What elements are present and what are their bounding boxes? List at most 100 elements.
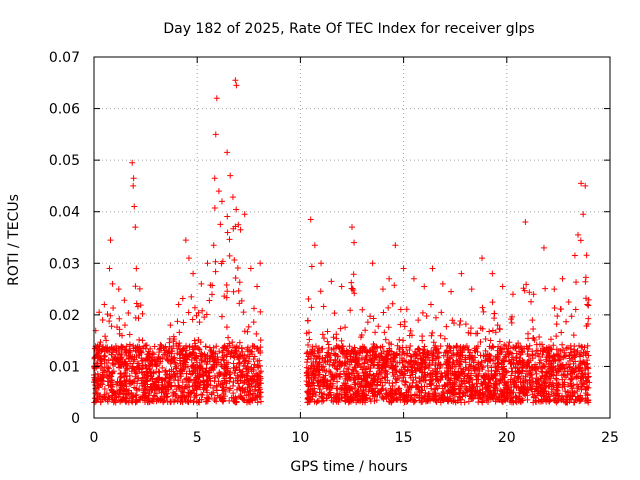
data-point	[443, 356, 450, 363]
data-point	[470, 357, 477, 364]
data-point	[550, 386, 557, 393]
data-point	[352, 375, 359, 382]
data-point	[121, 370, 128, 377]
data-points	[91, 77, 593, 406]
data-point	[236, 366, 243, 373]
data-point	[206, 297, 213, 304]
data-point	[479, 304, 486, 311]
data-point	[529, 348, 536, 355]
data-point	[349, 224, 355, 231]
data-point	[552, 397, 559, 404]
data-point	[167, 360, 174, 367]
data-point	[367, 396, 374, 403]
data-point	[226, 397, 233, 404]
data-point	[383, 359, 390, 366]
data-point	[403, 398, 410, 405]
data-point	[412, 353, 419, 360]
data-point	[201, 358, 208, 365]
data-point	[253, 370, 260, 377]
data-point	[337, 374, 344, 381]
data-point	[389, 397, 396, 404]
data-point	[419, 350, 426, 357]
data-point	[124, 391, 131, 398]
data-point	[134, 303, 141, 310]
data-point	[408, 394, 415, 401]
data-point	[198, 357, 205, 364]
data-point	[364, 370, 371, 377]
data-point	[246, 384, 253, 391]
data-point	[133, 265, 140, 272]
data-point	[186, 388, 193, 395]
data-point	[559, 376, 566, 383]
data-point	[445, 398, 452, 405]
data-point	[132, 224, 139, 231]
data-point	[532, 367, 539, 374]
data-point	[303, 330, 310, 337]
data-point	[257, 308, 264, 315]
data-point	[92, 345, 99, 352]
data-point	[568, 313, 575, 320]
data-point	[452, 372, 459, 379]
data-point	[307, 216, 314, 223]
data-point	[471, 365, 478, 372]
data-point	[395, 375, 402, 382]
data-point	[429, 265, 436, 272]
data-point	[526, 377, 533, 384]
data-point	[357, 398, 364, 405]
data-point	[562, 352, 569, 359]
data-point	[378, 353, 385, 360]
data-point	[108, 394, 115, 401]
data-point	[361, 359, 368, 366]
data-point	[237, 352, 244, 359]
data-point	[465, 378, 472, 385]
data-point	[350, 271, 357, 278]
data-point	[510, 344, 517, 351]
data-point	[176, 342, 183, 349]
data-point	[204, 376, 211, 383]
data-point	[316, 389, 323, 396]
y-tick-labels: 0 0.01 0.02 0.03 0.04 0.05 0.06 0.07	[49, 50, 80, 427]
data-point	[136, 396, 143, 403]
data-point	[109, 280, 116, 287]
data-point	[359, 306, 366, 313]
data-point	[189, 387, 196, 394]
data-point	[123, 397, 130, 404]
data-point	[405, 388, 412, 395]
data-point	[362, 376, 369, 383]
data-point	[352, 364, 359, 371]
data-point	[241, 374, 248, 381]
data-point	[503, 393, 510, 400]
data-point	[306, 381, 313, 388]
data-point	[120, 395, 127, 402]
data-point	[319, 394, 326, 401]
data-point	[230, 225, 237, 232]
data-point	[189, 370, 196, 377]
data-point	[399, 344, 406, 351]
data-point	[251, 305, 258, 312]
data-point	[343, 351, 350, 358]
data-point	[226, 378, 233, 385]
data-point	[129, 364, 136, 371]
data-point	[462, 321, 469, 328]
data-point	[391, 386, 398, 393]
data-point	[253, 394, 260, 401]
data-point	[322, 354, 329, 361]
data-point	[419, 333, 426, 340]
data-point	[223, 282, 230, 289]
data-point	[233, 82, 240, 89]
data-point	[333, 335, 340, 342]
data-point	[221, 293, 228, 300]
data-point	[117, 370, 124, 377]
data-point	[231, 364, 238, 371]
data-point	[315, 366, 322, 373]
y-tick-label: 0.06	[49, 102, 80, 118]
data-point	[116, 364, 123, 371]
data-point	[583, 295, 590, 302]
data-point	[225, 334, 232, 341]
data-point	[490, 344, 497, 351]
data-point	[185, 393, 192, 400]
data-point	[151, 356, 158, 363]
data-point	[512, 370, 519, 377]
data-point	[305, 295, 312, 302]
